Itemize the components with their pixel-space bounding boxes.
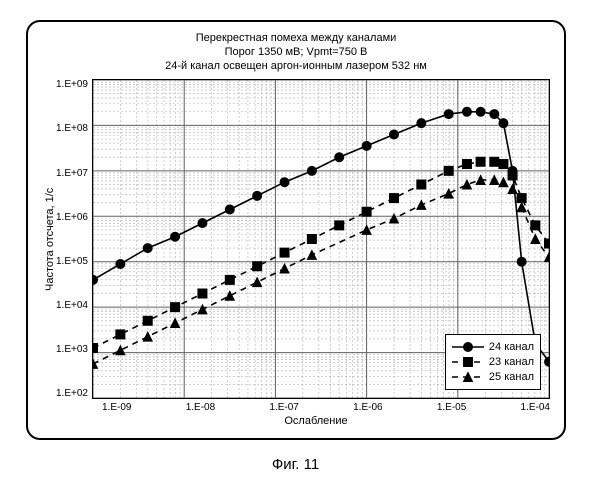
- y-tick-label: 1.E+02: [56, 388, 88, 399]
- figure-caption: Фиг. 11: [26, 456, 565, 473]
- x-tick-label: 1.E-07: [269, 402, 298, 413]
- y-axis-label: Частота отсчета, 1/с: [42, 79, 56, 399]
- y-tick-label: 1.E+03: [56, 344, 88, 355]
- legend-swatch: [452, 370, 484, 384]
- plot-wrap: Частота отсчета, 1/с 1.E+091.E+081.E+071…: [42, 79, 550, 399]
- legend-row: 24 канал: [452, 340, 534, 354]
- x-tick-label: 1.E-08: [186, 402, 215, 413]
- chart-title-line1: Перекрестная помеха между каналами: [42, 32, 550, 46]
- y-tick-label: 1.E+09: [56, 79, 88, 90]
- y-tick-label: 1.E+08: [56, 123, 88, 134]
- y-tick-label: 1.E+05: [56, 256, 88, 267]
- x-tick-label: 1.E-05: [437, 402, 466, 413]
- chart-title-block: Перекрестная помеха между каналами Порог…: [42, 32, 550, 73]
- chart-title-line2: Порог 1350 мВ; Vpmt=750 В: [42, 46, 550, 60]
- x-axis-ticks: 1.E-09 1.E-08 1.E-07 1.E-06 1.E-05 1.E-04: [102, 402, 550, 413]
- chart-frame: Перекрестная помеха между каналами Порог…: [26, 20, 566, 440]
- legend-swatch: [452, 355, 484, 369]
- x-tick-label: 1.E-04: [521, 402, 550, 413]
- y-axis-ticks: 1.E+09 1.E+08 1.E+07 1.E+06 1.E+05 1.E+04 1.E+…: [56, 79, 92, 399]
- legend-label: 23 канал: [489, 356, 534, 368]
- plot-area: 24 канал 23 канал 25 канал: [92, 79, 550, 399]
- legend-label: 24 канал: [489, 341, 534, 353]
- x-tick-label: 1.E-06: [353, 402, 382, 413]
- y-tick-label: 1.E+07: [56, 168, 88, 179]
- legend-row: 25 канал: [452, 370, 534, 384]
- legend-row: 23 канал: [452, 355, 534, 369]
- legend-swatch: [452, 340, 484, 354]
- x-axis-label: Ослабление: [82, 415, 550, 427]
- y-tick-label: 1.E+06: [56, 212, 88, 223]
- chart-title-line3: 24-й канал освещен аргон-ионным лазером …: [42, 60, 550, 74]
- chart-legend: 24 канал 23 канал 25 канал: [445, 334, 541, 390]
- figure-container: Перекрестная помеха между каналами Порог…: [0, 0, 591, 500]
- y-tick-label: 1.E+04: [56, 300, 88, 311]
- legend-label: 25 канал: [489, 371, 534, 383]
- x-tick-label: 1.E-09: [102, 402, 131, 413]
